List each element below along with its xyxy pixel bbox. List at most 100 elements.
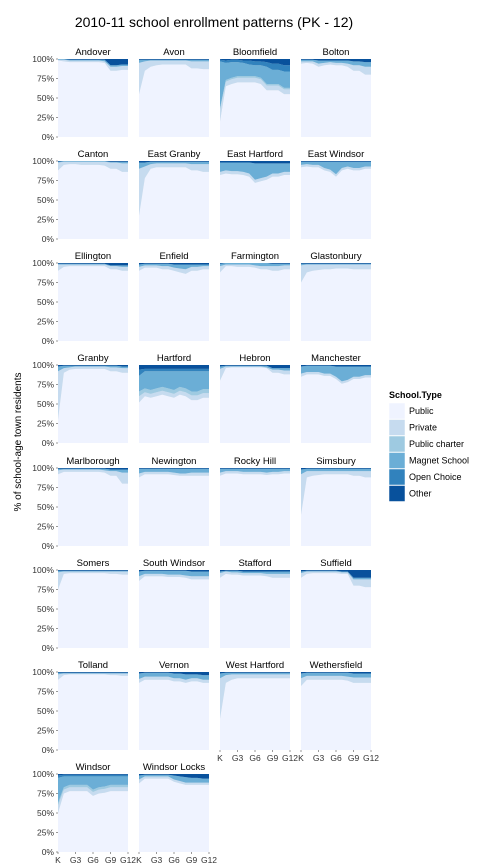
area-magnet-school: [139, 371, 209, 392]
y-tick-label: 100%: [32, 565, 54, 575]
legend-label: Open Choice: [409, 472, 462, 482]
y-tick-label: 25%: [37, 419, 54, 429]
x-tick-label: G9: [186, 855, 198, 864]
area-other: [58, 774, 128, 776]
panel-east-hartford: East Hartford: [220, 149, 290, 239]
legend-label: Public charter: [409, 439, 464, 449]
panel-title: Newington: [152, 456, 197, 467]
panel-east-windsor: East Windsor: [301, 149, 371, 239]
area-magnet-school: [220, 162, 290, 180]
area-public: [58, 573, 128, 648]
area-public: [139, 64, 209, 137]
panel-title: Windsor Locks: [143, 762, 206, 773]
area-other: [301, 365, 371, 367]
x-tick-label: G6: [249, 753, 261, 763]
area-magnet-school: [139, 468, 209, 474]
x-tick-label: G9: [105, 855, 117, 864]
area-private: [58, 571, 128, 590]
area-private: [139, 163, 209, 216]
panel-windsor: Windsor 0% 25% 50% 75% 100% K G3 G6 G9 G12: [32, 762, 136, 864]
area-magnet-school: [301, 263, 371, 266]
panel-bolton: Bolton: [301, 47, 371, 137]
area-public-charter: [58, 784, 128, 806]
panel-title: Bolton: [323, 47, 350, 58]
y-tick-label: 50%: [37, 297, 54, 307]
area-private: [139, 471, 209, 478]
area-other: [301, 468, 371, 470]
panel-hartford: Hartford: [139, 353, 209, 443]
panel-glastonbury: Glastonbury: [301, 251, 371, 341]
area-public: [220, 573, 290, 648]
area-other: [220, 672, 290, 674]
panel-farmington: Farmington: [220, 251, 290, 341]
area-private: [58, 787, 128, 813]
area-other: [139, 365, 209, 370]
panel-hebron: Hebron: [220, 353, 290, 443]
area-public: [58, 674, 128, 750]
legend-label: Other: [409, 489, 432, 499]
panel-newington: Newington: [139, 456, 209, 546]
area-other: [220, 468, 290, 469]
area-other: [301, 59, 371, 63]
area-magnet-school: [220, 570, 290, 574]
y-tick-label: 0%: [42, 643, 55, 653]
area-other: [220, 59, 290, 66]
x-tick-label: K: [136, 855, 142, 864]
panel-title: Enfield: [159, 251, 188, 262]
panel-andover: Andover 0% 25% 50% 75% 100%: [32, 47, 128, 142]
area-public: [301, 474, 371, 546]
panel-title: Wethersfield: [310, 660, 363, 671]
area-magnet-school: [301, 468, 371, 475]
area-other: [58, 468, 128, 470]
area-public: [301, 166, 371, 239]
area-private: [58, 366, 128, 420]
panel-title: Canton: [78, 149, 109, 160]
x-tick-label: G6: [87, 855, 99, 864]
area-magnet-school: [139, 672, 209, 680]
y-tick-label: 75%: [37, 176, 54, 186]
x-tick-label: G3: [232, 753, 244, 763]
area-magnet-school: [220, 61, 290, 109]
area-public: [58, 368, 128, 443]
panel-title: Farmington: [231, 251, 279, 262]
area-public: [139, 267, 209, 341]
area-private: [220, 264, 290, 273]
area-magnet-school: [58, 672, 128, 675]
y-tick-label: 75%: [37, 687, 54, 697]
area-other: [139, 59, 209, 60]
area-public: [139, 394, 209, 443]
area-magnet-school: [139, 570, 209, 577]
area-public: [301, 374, 371, 443]
panel-ellington: Ellington 0% 25% 50% 75% 100%: [32, 251, 128, 346]
panel-title: Hebron: [239, 353, 270, 364]
panel-title: Avon: [163, 47, 184, 58]
area-magnet-school: [58, 468, 128, 473]
area-public-charter: [139, 386, 209, 397]
y-tick-label: 100%: [32, 667, 54, 677]
panel-title: Windsor: [76, 762, 111, 773]
area-public: [301, 268, 371, 341]
x-tick-label: K: [55, 855, 61, 864]
area-other: [58, 161, 128, 162]
area-magnet-school: [301, 365, 371, 382]
area-other: [58, 570, 128, 571]
area-other: [139, 774, 209, 779]
area-open-choice: [220, 59, 290, 72]
area-open-choice: [58, 774, 128, 778]
area-public: [220, 473, 290, 546]
y-tick-label: 75%: [37, 789, 54, 799]
panel-wethersfield: Wethersfield K G3 G6 G9 G12: [298, 660, 379, 763]
panel-enfield: Enfield: [139, 251, 209, 341]
area-private: [58, 59, 128, 71]
y-tick-label: 0%: [42, 336, 55, 346]
panel-title: West Hartford: [226, 660, 284, 671]
y-tick-label: 25%: [37, 624, 54, 634]
area-private: [58, 673, 128, 680]
legend-key: [388, 452, 406, 469]
x-tick-label: G3: [151, 855, 163, 864]
area-private: [301, 471, 371, 515]
area-private: [220, 77, 290, 122]
panel-manchester: Manchester: [301, 353, 371, 443]
panel-windsor-locks: Windsor Locks K G3 G6 G9 G12: [136, 762, 217, 864]
area-magnet-school: [301, 570, 371, 580]
